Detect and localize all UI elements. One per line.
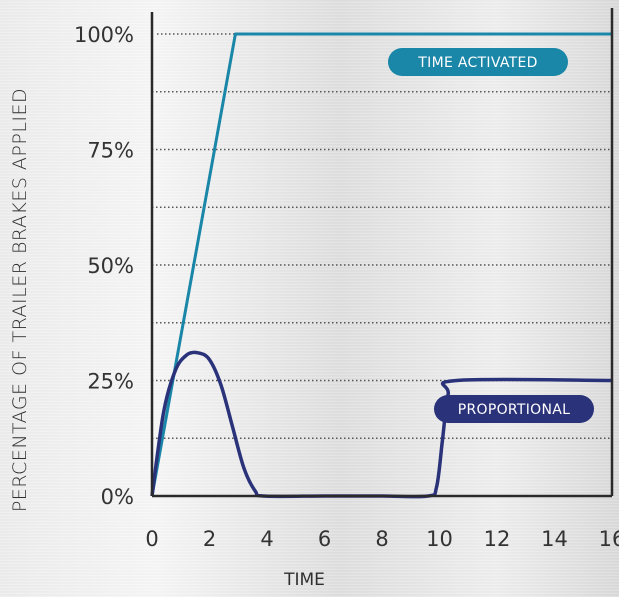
x-tick-label: 4 (260, 527, 273, 551)
x-tick-label: 14 (541, 527, 568, 551)
series-group (150, 32, 613, 499)
grid-lines (152, 33, 612, 439)
legend-badge-label: PROPORTIONAL (458, 402, 571, 418)
series-line-time-activated (150, 32, 612, 497)
series-badges: TIME ACTIVATED PROPORTIONAL (388, 48, 594, 423)
x-tick-labels: 0 2 4 6 8 10 12 14 16 (145, 527, 619, 551)
x-tick-label: 8 (375, 527, 388, 551)
legend-badge-label: TIME ACTIVATED (417, 55, 537, 71)
legend-badge-shape (434, 395, 594, 423)
x-axis-label-wrap: TIME (0, 570, 619, 590)
x-tick-label: 16 (599, 527, 619, 551)
x-tick-label: 6 (318, 527, 331, 551)
series-line-proportional (150, 350, 613, 499)
x-tick-label: 10 (426, 527, 453, 551)
y-tick-labels: 0% 25% 50% 75% 100% (74, 23, 134, 509)
x-axis-label: TIME (284, 570, 325, 590)
axes (150, 8, 614, 498)
y-tick-label: 75% (87, 139, 134, 163)
legend-badge-time-activated: TIME ACTIVATED (388, 48, 568, 76)
y-tick-label: 25% (87, 370, 134, 394)
x-tick-label: 2 (203, 527, 216, 551)
y-axis-label: PERCENTAGE OF TRAILER BRAKES APPLIED (9, 87, 31, 513)
x-tick-label: 12 (484, 527, 511, 551)
y-tick-label: 100% (74, 23, 134, 47)
x-tick-label: 0 (145, 527, 158, 551)
legend-badge-proportional: PROPORTIONAL (434, 395, 594, 423)
y-tick-label: 0% (101, 485, 134, 509)
legend-badge-shape (388, 48, 568, 76)
y-tick-label: 50% (87, 254, 134, 278)
